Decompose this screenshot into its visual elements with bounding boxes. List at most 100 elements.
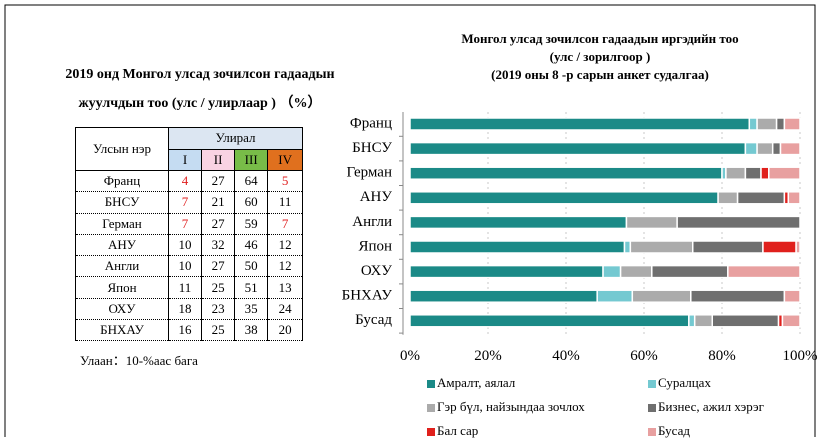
table-value: 20: [267, 319, 303, 342]
table-value: 64: [234, 169, 269, 193]
chart-title: Монгол улсад зочилсон гадаадын иргэдийн …: [461, 31, 738, 46]
y-tick-label: АНУ: [360, 189, 393, 205]
legend-swatch: [648, 404, 656, 412]
table-value: 4: [167, 169, 203, 193]
y-tick-label: ОХУ: [361, 263, 392, 279]
chart-title: (2019 оны 8 -р сарын анкет судалгаа): [491, 67, 709, 82]
country-name: ОХУ: [75, 297, 169, 321]
bar-segment: [688, 314, 696, 328]
bar-segment: [768, 166, 801, 180]
bar-segment: [619, 264, 653, 279]
table-value: 10: [167, 233, 203, 257]
bar-segment: [775, 117, 786, 131]
table-value: 16: [167, 319, 203, 342]
bar-segment: [779, 141, 801, 156]
bar-segment: [748, 117, 758, 131]
bar-segment: [744, 141, 758, 156]
legend-swatch: [427, 404, 435, 412]
country-name: Герман: [75, 212, 169, 235]
table-value: 12: [267, 255, 303, 278]
x-tick-label: 40%: [552, 348, 580, 364]
table-value: 27: [201, 255, 236, 278]
bar-segment: [409, 117, 751, 131]
y-tick-label: БНСУ: [352, 140, 392, 156]
bar-segment: [676, 215, 801, 230]
bar-segment: [711, 314, 780, 328]
country-name: БНХАУ: [75, 319, 169, 342]
table-value: 7: [167, 212, 203, 235]
bar-segment: [409, 240, 626, 254]
table-value: 35: [234, 297, 269, 321]
table-value: 46: [234, 233, 269, 257]
y-tick-label: Бусад: [355, 312, 392, 328]
bar-segment: [409, 314, 690, 328]
bar-segment: [629, 240, 694, 254]
table-value: 59: [234, 212, 269, 235]
country-name: Япон: [75, 276, 169, 299]
country-name: АНУ: [75, 233, 169, 257]
legend-label: Бал сар: [437, 423, 478, 438]
bar-segment: [783, 117, 801, 131]
chart-title: (улс / зорилгоор ): [550, 49, 651, 64]
table-value: 50: [234, 255, 269, 278]
bar-segment: [756, 141, 774, 156]
quarter-header: IV: [267, 148, 303, 171]
table-row: Франц 4 27 64 5: [75, 169, 303, 193]
y-tick-label: Англи: [352, 214, 392, 230]
table-value: 10: [167, 255, 203, 278]
bar-segment: [409, 166, 723, 180]
table-row: I II III IV: [76, 148, 303, 171]
frame: [4, 4, 816, 437]
table-value: 13: [267, 276, 303, 299]
quarter-header: I: [167, 148, 203, 171]
x-tick-label: 100%: [783, 348, 818, 364]
bar-segment: [787, 191, 801, 205]
name-header: Улсын нэр: [75, 127, 169, 171]
bar-segment: [625, 215, 678, 230]
table: Улсын нэр Улирал I II III IV Франц 4 27 64 5 БНСУ 7 2…: [75, 127, 303, 342]
legend-swatch: [648, 380, 656, 388]
bar-segment: [623, 240, 632, 254]
table-value: 11: [267, 191, 303, 214]
bar-segment: [727, 264, 801, 279]
table-value: 12: [267, 233, 303, 257]
note: Улаан：10-%аас бага: [80, 353, 198, 368]
legend-label: Амралт, аялал: [437, 375, 516, 390]
bar-segment: [409, 191, 719, 205]
table-value: 5: [267, 169, 303, 193]
y-tick-label: Герман: [346, 165, 392, 181]
table-row: Япон 11 25 51 13: [75, 276, 303, 299]
table-value: 27: [201, 169, 236, 193]
table-row: Англи 10 27 50 12: [75, 255, 303, 278]
table-value: 23: [201, 297, 236, 321]
bar-segment: [602, 264, 622, 279]
table-value: 27: [201, 212, 236, 235]
x-tick-label: 80%: [708, 348, 736, 364]
table-row: Герман 7 27 59 7: [75, 212, 303, 235]
bar-segment: [725, 166, 747, 180]
table-value: 32: [201, 233, 236, 257]
table-value: 11: [167, 276, 203, 299]
legend-swatch: [648, 428, 656, 436]
y-tick-label: БНХАУ: [342, 288, 393, 304]
quarter-header: II: [201, 148, 236, 171]
bar-segment: [744, 166, 762, 180]
table-value: 60: [234, 191, 269, 214]
legend-swatch: [427, 380, 435, 388]
country-name: БНСУ: [75, 191, 169, 214]
bar-segment: [409, 289, 598, 303]
table-value: 7: [267, 212, 303, 235]
table-row: БНХАУ 16 25 38 20: [75, 319, 303, 342]
country-name: Франц: [75, 169, 169, 193]
season-header: Улирал: [168, 127, 303, 150]
y-tick-label: Франц: [350, 115, 392, 131]
bar-segment: [756, 117, 778, 131]
table-value: 25: [201, 276, 236, 299]
table-row: БНСУ 7 21 60 11: [75, 191, 303, 214]
legend-label: Суралцах: [658, 375, 711, 390]
table-value: 38: [234, 319, 269, 342]
quarter-header: III: [234, 148, 269, 171]
table-value: 24: [267, 297, 303, 321]
table-value: 7: [167, 191, 203, 214]
